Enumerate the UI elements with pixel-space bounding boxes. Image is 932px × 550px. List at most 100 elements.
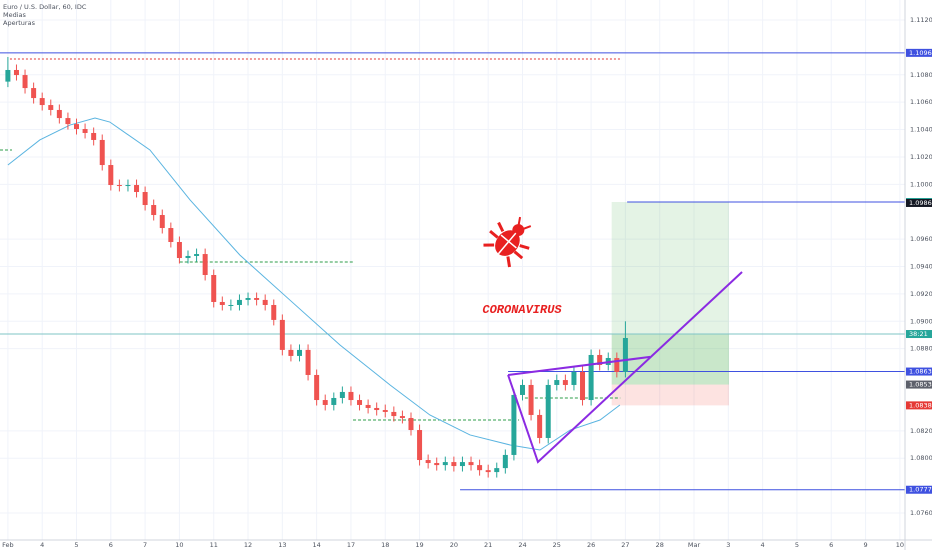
price-label-box [906, 367, 932, 376]
x-tick-label: 9 [863, 541, 867, 549]
x-tick-label: 5 [795, 541, 799, 549]
candle-body [125, 185, 131, 187]
x-tick-label: 4 [761, 541, 765, 549]
y-tick-label: 1.10400 [910, 126, 932, 134]
candle-body [74, 124, 80, 130]
x-tick-label: 18 [381, 541, 389, 549]
candle-body [502, 454, 508, 469]
x-tick-label: 6 [829, 541, 833, 549]
price-label-box [906, 380, 932, 389]
x-tick-label: 11 [210, 541, 218, 549]
candle-body [254, 298, 260, 300]
candle-body [417, 430, 423, 461]
y-tick-label: 1.11200 [910, 16, 932, 24]
candle-body [151, 205, 157, 216]
x-tick-label: 28 [656, 541, 664, 549]
price-label: 1.08538 [909, 381, 932, 389]
price-label: 1.08633 [909, 368, 932, 376]
candle-body [477, 465, 483, 471]
indicator-name: Medias [3, 11, 27, 19]
y-tick-label: 1.08000 [910, 454, 932, 462]
price-label: 38:21 [909, 330, 928, 338]
candle-body [91, 132, 97, 140]
candle-body [39, 98, 45, 106]
candle-body [99, 139, 105, 166]
x-tick-label: Mar [688, 541, 701, 549]
price-label: 1.07770 [909, 486, 932, 494]
candle-body [305, 349, 311, 375]
candle-body [374, 407, 380, 411]
candle-body [425, 460, 431, 464]
candle-body [194, 254, 200, 256]
y-tick-label: 1.09600 [910, 235, 932, 243]
candle-body [434, 463, 440, 466]
candle-body [288, 349, 294, 356]
candle-body [314, 374, 320, 401]
candle-body [399, 416, 405, 418]
price-label-box [906, 401, 932, 410]
candle-body [279, 319, 285, 350]
x-tick-label: 24 [518, 541, 526, 549]
candle-body [262, 299, 268, 305]
candle-body [597, 354, 603, 365]
candle-body [442, 462, 448, 466]
x-tick-label: 21 [484, 541, 492, 549]
price-label: 1.08386 [909, 401, 932, 409]
target-zone [611, 202, 730, 335]
candle-body [202, 254, 208, 275]
candle-body [562, 380, 568, 385]
candle-body [168, 228, 174, 242]
y-tick-label: 1.10600 [910, 98, 932, 106]
candle-body [459, 462, 465, 467]
candle-body [5, 69, 11, 82]
x-tick-label: 10 [896, 541, 904, 549]
moving-average [7, 117, 621, 451]
candle-body [451, 462, 457, 467]
chart-title: Euro / U.S. Dollar, 60, IDC [3, 3, 87, 11]
candle-body [580, 371, 586, 401]
price-label: 1.09864 [909, 199, 932, 207]
x-tick-label: 25 [553, 541, 561, 549]
trend-line [507, 271, 743, 464]
candle-body [519, 384, 525, 395]
x-tick-label: 10 [175, 541, 183, 549]
x-tick-label: 13 [278, 541, 286, 549]
y-tick-label: 1.10000 [910, 180, 932, 188]
price-label-box [906, 48, 932, 57]
y-tick-label: 1.10800 [910, 71, 932, 79]
candle-body [545, 384, 551, 438]
x-tick-label: 27 [621, 541, 629, 549]
candle-body [22, 75, 28, 89]
candle-body [537, 414, 543, 438]
candle-body [185, 255, 191, 259]
stop-zone [611, 384, 730, 406]
y-tick-label: 1.09200 [910, 290, 932, 298]
y-tick-label: 1.07600 [910, 509, 932, 517]
candle-body [271, 304, 277, 320]
candle-body [622, 337, 628, 372]
candle-body [357, 400, 363, 405]
candle-body [571, 371, 577, 385]
candle-body [245, 298, 251, 300]
y-tick-label: 1.08800 [910, 345, 932, 353]
candle-body [485, 470, 491, 473]
y-tick-label: 1.09400 [910, 263, 932, 271]
candle-body [322, 400, 328, 405]
price-label-box [906, 485, 932, 494]
y-tick-label: 1.09000 [910, 317, 932, 325]
candle-body [511, 394, 517, 455]
candle-body [331, 397, 337, 405]
candle-body [528, 384, 534, 415]
candle-body [614, 357, 620, 372]
candle-body [31, 88, 37, 99]
x-tick-label: Feb [2, 541, 14, 549]
candle-body [236, 299, 242, 305]
candle-body [142, 192, 148, 206]
x-tick-label: 3 [726, 541, 730, 549]
x-tick-label: 19 [415, 541, 423, 549]
candle-body [13, 69, 19, 76]
virus-icon [483, 216, 532, 268]
